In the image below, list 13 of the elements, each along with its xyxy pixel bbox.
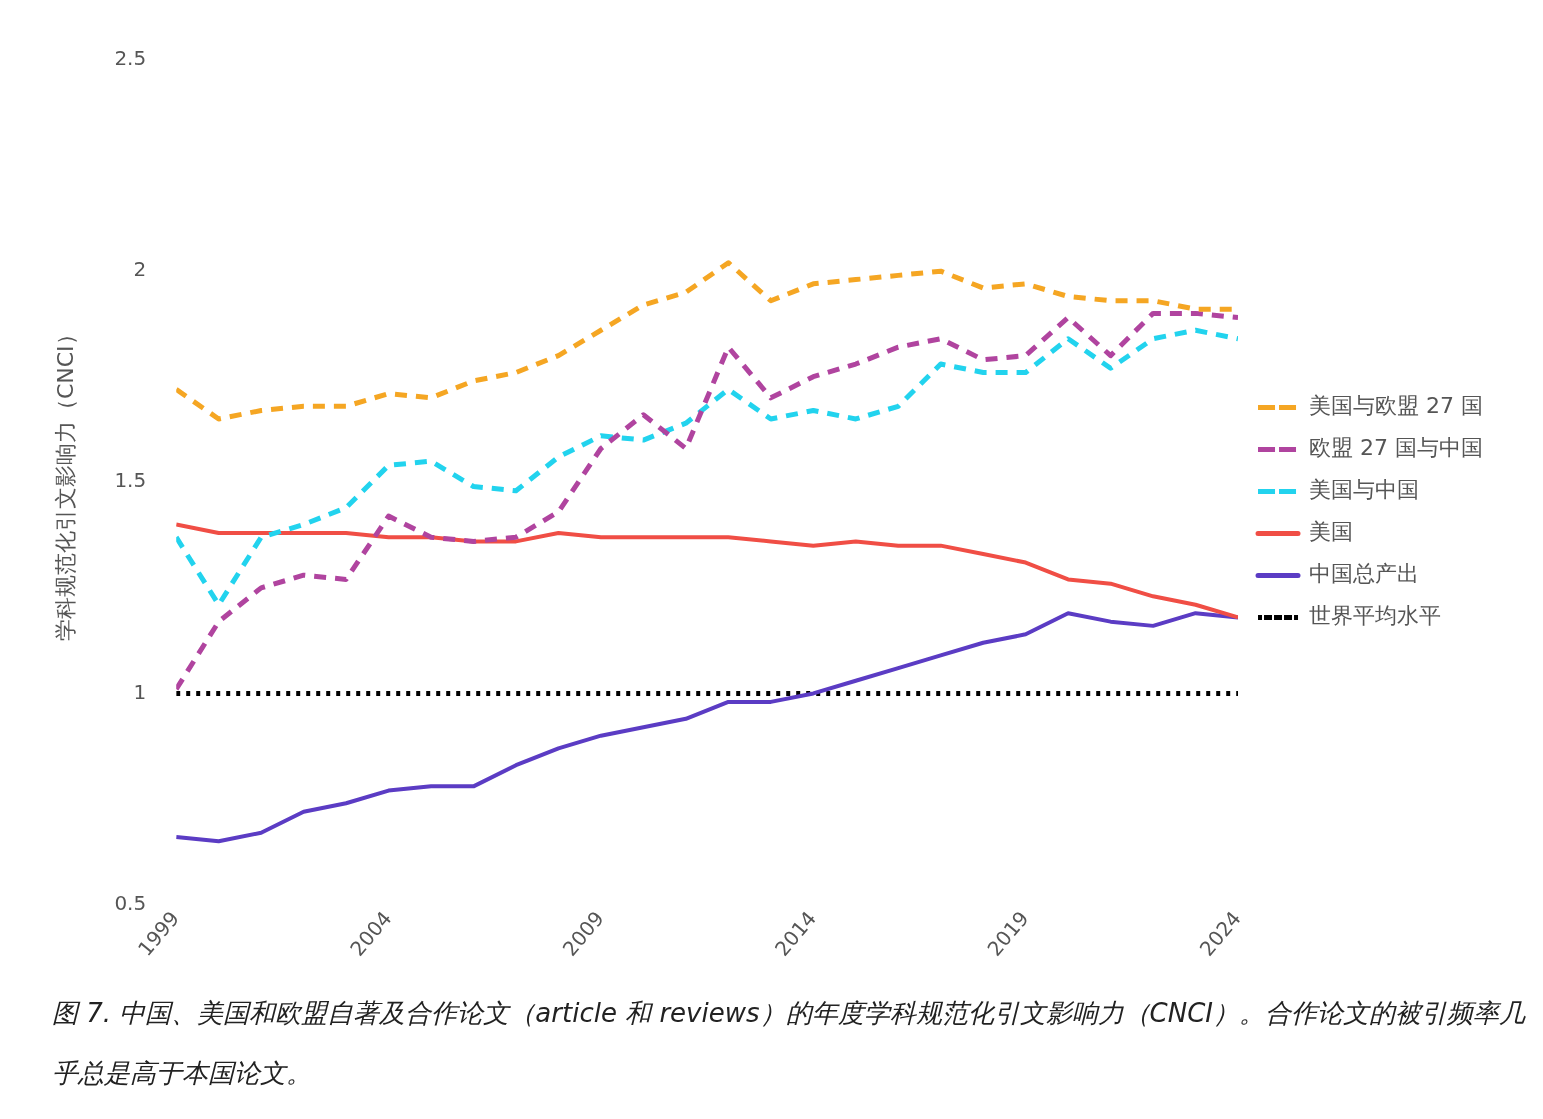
- legend-label: 中国总产出: [1309, 561, 1420, 587]
- legend-label: 欧盟 27 国与中国: [1309, 435, 1483, 461]
- legend-label: 美国与中国: [1309, 477, 1420, 503]
- y-tick-label: 0.5: [114, 890, 147, 915]
- y-tick-label: 2.5: [114, 46, 147, 71]
- y-tick-label: 1.5: [114, 468, 147, 493]
- y-axis-title: 学科规范化引文影响力（CNCI）: [52, 323, 78, 642]
- legend-label: 世界平均水平: [1309, 603, 1442, 629]
- y-tick-label: 1: [133, 679, 147, 704]
- legend-label: 美国: [1309, 519, 1354, 545]
- legend-label: 美国与欧盟 27 国: [1309, 393, 1483, 419]
- caption: 图 7. 中国、美国和欧盟自著及合作论文（article 和 reviews）的年度学科规范化引文影响力（CNCI）。合作论文的被引频率几乎总是高于本国论文。: [52, 997, 1527, 1090]
- y-tick-label: 2: [133, 257, 147, 282]
